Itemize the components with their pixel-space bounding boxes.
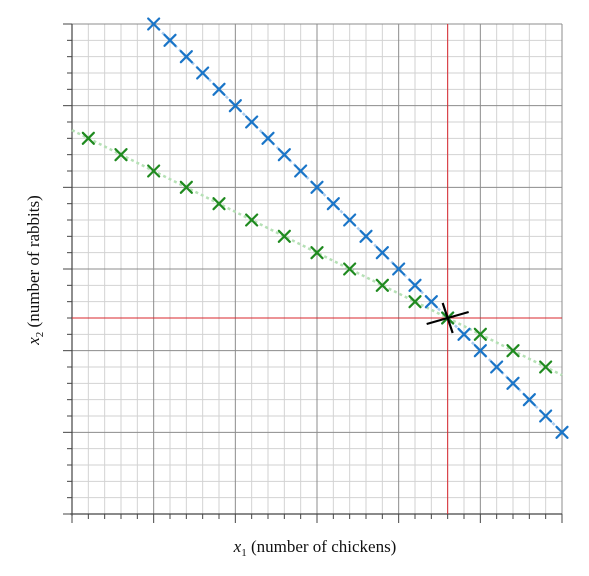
marker-stroke <box>81 131 95 145</box>
series-2-point <box>408 295 422 309</box>
marker-stroke <box>522 393 536 407</box>
series-1-point <box>147 17 161 31</box>
series-2-point <box>506 344 520 358</box>
series-2-point <box>473 327 487 341</box>
marker-stroke <box>555 425 569 439</box>
y-axis-var: x <box>24 337 43 346</box>
series-1-point <box>490 360 504 374</box>
series-1-point <box>277 148 291 162</box>
x-axis-var: x <box>233 537 242 556</box>
marker-stroke <box>228 99 242 113</box>
marker-stroke <box>490 360 504 374</box>
marker-stroke <box>147 17 161 31</box>
marker-stroke <box>179 50 193 64</box>
series-2-point <box>539 360 553 374</box>
marker-stroke <box>343 213 357 227</box>
solution-marker <box>426 302 469 334</box>
series-2-point <box>277 229 291 243</box>
marker-stroke <box>375 246 389 260</box>
series-2-point <box>343 262 357 276</box>
series-1-point <box>163 33 177 47</box>
solution-lines <box>72 24 562 514</box>
marker-stroke <box>310 246 324 260</box>
series-2-point <box>375 278 389 292</box>
marker-stroke <box>506 344 520 358</box>
marker-stroke <box>277 148 291 162</box>
marker-stroke <box>539 360 553 374</box>
series-1-point <box>343 213 357 227</box>
marker-stroke <box>114 148 128 162</box>
series-2-point <box>81 131 95 145</box>
y-axis-text: (number of rabbits) <box>24 195 43 331</box>
marker-stroke <box>457 327 471 341</box>
axis-ticks <box>63 23 563 523</box>
marker-stroke <box>408 278 422 292</box>
marker-stroke <box>326 197 340 211</box>
marker-stroke <box>375 278 389 292</box>
marker-stroke <box>147 164 161 178</box>
data-markers <box>81 17 569 439</box>
series-1-point <box>457 327 471 341</box>
marker-stroke <box>212 197 226 211</box>
series-1-point <box>294 164 308 178</box>
x-axis-label: x1 (number of chickens) <box>233 537 397 559</box>
series-1-point <box>261 131 275 145</box>
solution-marker-stroke <box>441 302 454 334</box>
marker-stroke <box>163 33 177 47</box>
y-axis-sub: 2 <box>34 332 46 338</box>
marker-stroke <box>277 229 291 243</box>
marker-stroke <box>212 82 226 96</box>
series-2-point <box>310 246 324 260</box>
series-1-point <box>179 50 193 64</box>
marker-stroke <box>473 344 487 358</box>
marker-stroke <box>408 295 422 309</box>
series-1-point <box>473 344 487 358</box>
series-1-point <box>539 409 553 423</box>
series-1-point <box>555 425 569 439</box>
series-1-point <box>196 66 210 80</box>
x-axis-text: (number of chickens) <box>247 537 397 556</box>
marker-stroke <box>294 164 308 178</box>
series-2-point <box>212 197 226 211</box>
marker-stroke <box>245 115 259 129</box>
major-grid <box>71 23 563 515</box>
series-1-point <box>245 115 259 129</box>
marker-stroke <box>196 66 210 80</box>
series-1-point <box>326 197 340 211</box>
series-1-point <box>228 99 242 113</box>
marker-stroke <box>392 262 406 276</box>
marker-stroke <box>424 295 438 309</box>
series-2-point <box>114 148 128 162</box>
marker-stroke <box>245 213 259 227</box>
series-1-point <box>392 262 406 276</box>
series-1-point <box>212 82 226 96</box>
y-axis-label: x2 (number of rabbits) <box>24 195 46 345</box>
series-1-point <box>408 278 422 292</box>
series-1-point <box>375 246 389 260</box>
series-1-point <box>310 180 324 194</box>
marker-stroke <box>506 376 520 390</box>
series-1-point <box>359 229 373 243</box>
marker-stroke <box>343 262 357 276</box>
marker-stroke <box>539 409 553 423</box>
marker-stroke <box>310 180 324 194</box>
marker-stroke <box>179 180 193 194</box>
series-2-point <box>179 180 193 194</box>
marker-stroke <box>261 131 275 145</box>
marker-stroke <box>359 229 373 243</box>
x-axis-sub: 1 <box>241 547 247 559</box>
marker-stroke <box>473 327 487 341</box>
series-2-point <box>245 213 259 227</box>
series-1-point <box>506 376 520 390</box>
series-1-point <box>424 295 438 309</box>
series-2-point <box>147 164 161 178</box>
series-1-point <box>522 393 536 407</box>
